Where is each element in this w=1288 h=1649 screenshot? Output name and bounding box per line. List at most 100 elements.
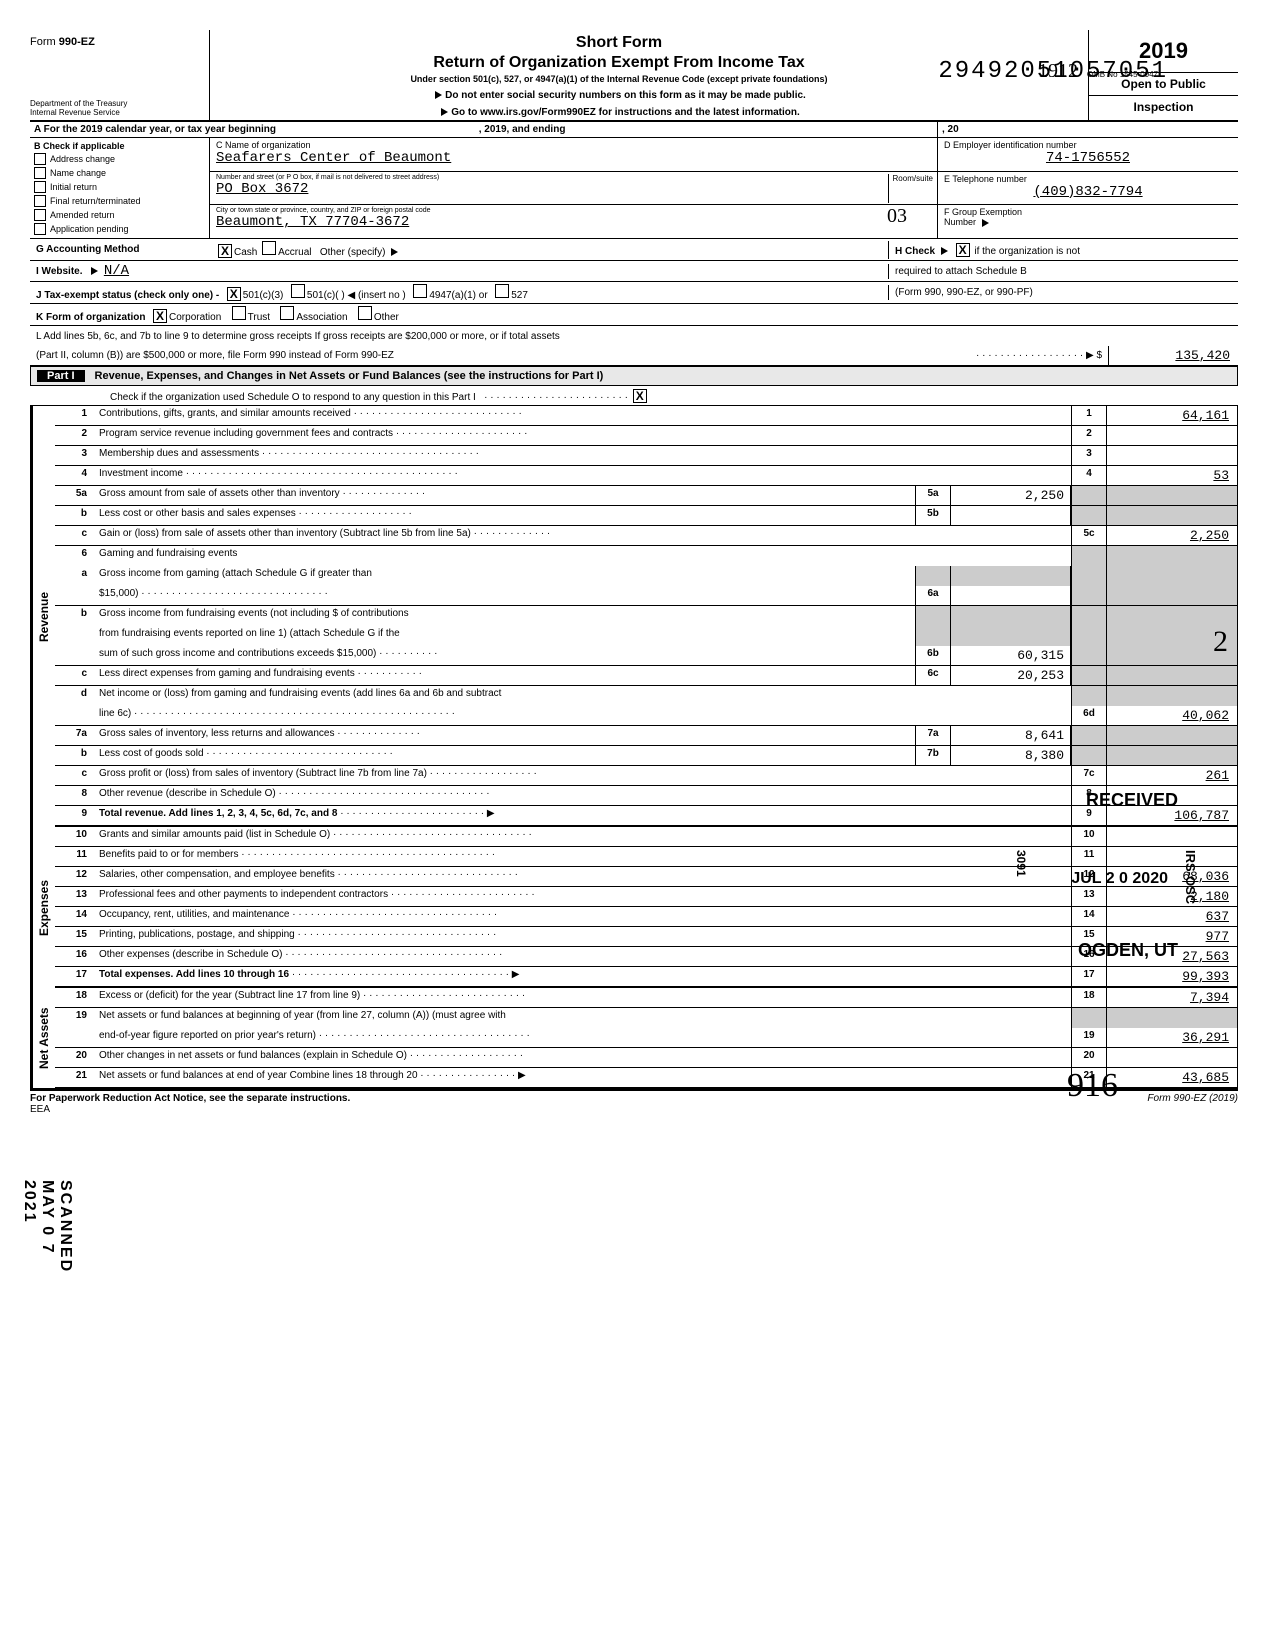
ln5c-num: c — [55, 526, 95, 545]
checkbox-final-return[interactable] — [34, 195, 46, 207]
checkbox-amended[interactable] — [34, 209, 46, 221]
form-number: 990-EZ — [59, 36, 95, 48]
checkbox-schedule-b[interactable]: X — [956, 243, 970, 257]
ln6d-num: d — [55, 686, 95, 706]
arrow-icon — [391, 248, 398, 256]
checkbox-address-change[interactable] — [34, 153, 46, 165]
ln10-num: 10 — [55, 827, 95, 846]
omb-number: OMB No 1545-0047 — [1087, 70, 1158, 79]
ln7b-mn: 7b — [915, 746, 951, 765]
ln7c-num: c — [55, 766, 95, 785]
ln7a-rv-shaded — [1107, 726, 1237, 745]
h-check-label: H Check — [895, 246, 935, 257]
ln16-desc: Other expenses (describe in Schedule O) — [99, 949, 282, 960]
ln5a-desc: Gross amount from sale of assets other t… — [99, 488, 340, 499]
lbl-accrual: Accrual — [278, 247, 311, 258]
l-text2: (Part II, column (B)) are $500,000 or mo… — [36, 350, 394, 361]
arrow-icon — [91, 267, 98, 275]
ln21-desc: Net assets or fund balances at end of ye… — [99, 1070, 418, 1081]
ln19-rn: 19 — [1071, 1028, 1107, 1047]
ln7a-desc: Gross sales of inventory, less returns a… — [99, 728, 334, 739]
ln17-desc: Total expenses. Add lines 10 through 16 — [99, 969, 289, 980]
ln6a-mv-shaded — [951, 566, 1071, 586]
row-l-2: (Part II, column (B)) are $500,000 or mo… — [30, 346, 1238, 366]
checkbox-name-change[interactable] — [34, 167, 46, 179]
ln1-num: 1 — [55, 406, 95, 425]
form-label: Form — [30, 36, 56, 48]
checkbox-4947[interactable] — [413, 284, 427, 298]
checkbox-trust[interactable] — [232, 306, 246, 320]
c-city-label: City or town state or province, country,… — [216, 207, 931, 214]
row-a-right: , 20 — [938, 122, 1238, 137]
row-l-1: L Add lines 5b, 6c, and 7b to line 9 to … — [30, 326, 1238, 346]
ln11-value — [1107, 847, 1237, 866]
ln6b-desc3: sum of such gross income and contributio… — [99, 648, 376, 659]
stamp-received: RECEIVED — [1086, 790, 1178, 811]
part1-check-text: Check if the organization used Schedule … — [110, 392, 476, 403]
lbl-cash: Cash — [234, 247, 257, 258]
ln20-rn: 20 — [1071, 1048, 1107, 1067]
ln6d-desc2: line 6c) — [99, 708, 131, 719]
checkbox-cash[interactable]: X — [218, 244, 232, 258]
checkbox-501c3[interactable]: X — [227, 287, 241, 301]
block-bcdef: B Check if applicable Address change Nam… — [30, 138, 1238, 239]
f-number-label: Number — [944, 217, 976, 227]
lbl-app-pending: Application pending — [50, 224, 129, 234]
ln14-value: 637 — [1107, 907, 1237, 926]
ln6-rn-shaded — [1071, 546, 1107, 566]
c-addr-label: Number and street (or P O box, if mail i… — [216, 174, 931, 181]
checkbox-initial-return[interactable] — [34, 181, 46, 193]
ln17-num: 17 — [55, 967, 95, 986]
part1-check-row: Check if the organization used Schedule … — [30, 386, 1238, 406]
ln5a-mn: 5a — [915, 486, 951, 505]
ln3-rn: 3 — [1071, 446, 1107, 465]
f-group-label: F Group Exemption — [944, 207, 1232, 217]
d-ein-label: D Employer identification number — [944, 140, 1232, 150]
ln6d2-num — [55, 706, 95, 725]
ln18-num: 18 — [55, 988, 95, 1007]
l-text1: L Add lines 5b, 6c, and 7b to line 9 to … — [30, 329, 1238, 344]
ln1-rn: 1 — [1071, 406, 1107, 425]
h-text3: (Form 990, 990-EZ, or 990-PF) — [888, 285, 1238, 300]
ln6d-rn: 6d — [1071, 706, 1107, 725]
checkbox-501c[interactable] — [291, 284, 305, 298]
ln6b3-rn-shaded — [1071, 646, 1107, 665]
ln6b-mn-shaded — [915, 606, 951, 626]
ln5a-rv-shaded — [1107, 486, 1237, 505]
ln1-desc: Contributions, gifts, grants, and simila… — [99, 408, 351, 419]
net-assets-section: Net Assets 18Excess or (deficit) for the… — [30, 988, 1238, 1089]
ln19-rn-shaded — [1071, 1008, 1107, 1028]
lbl-name-change: Name change — [50, 168, 106, 178]
phone-value: (409)832-7794 — [944, 184, 1232, 200]
ln6b-rv-shaded — [1107, 606, 1237, 626]
part1-label: Part I — [37, 370, 85, 382]
checkbox-app-pending[interactable] — [34, 223, 46, 235]
ln5a-mv: 2,250 — [951, 486, 1071, 505]
row-gh: G Accounting Method XCash Accrual Other … — [30, 239, 1238, 261]
checkbox-association[interactable] — [280, 306, 294, 320]
ln3-desc: Membership dues and assessments — [99, 448, 259, 459]
ln6b-num: b — [55, 606, 95, 626]
ln13-rn: 13 — [1071, 887, 1107, 906]
checkbox-schedule-o[interactable]: X — [633, 389, 647, 403]
checkbox-other-org[interactable] — [358, 306, 372, 320]
checkbox-corporation[interactable]: X — [153, 309, 167, 323]
ln7a-mv: 8,641 — [951, 726, 1071, 745]
lbl-corporation: Corporation — [169, 312, 221, 323]
k-form-org-label: K Form of organization — [36, 312, 145, 323]
ln19b-num — [55, 1028, 95, 1047]
ln8-desc: Other revenue (describe in Schedule O) — [99, 788, 276, 799]
form-subtitle: Under section 501(c), 527, or 4947(a)(1)… — [218, 74, 1020, 84]
checkbox-accrual[interactable] — [262, 241, 276, 255]
room-suite-label: Room/suite — [888, 174, 933, 203]
dept-irs: Internal Revenue Service — [30, 109, 205, 118]
ln6b-mn: 6b — [915, 646, 951, 665]
ln19-desc: Net assets or fund balances at beginning… — [95, 1008, 1071, 1028]
footer-form-version: Form 990-EZ (2019) — [1147, 1093, 1238, 1104]
ln1-value: 64,161 — [1107, 406, 1237, 425]
part1-header: Part I Revenue, Expenses, and Changes in… — [30, 366, 1238, 386]
ln6a-rn-shaded — [1071, 566, 1107, 586]
lbl-final-return: Final return/terminated — [50, 196, 141, 206]
ln6c-mv: 20,253 — [951, 666, 1071, 685]
checkbox-527[interactable] — [495, 284, 509, 298]
